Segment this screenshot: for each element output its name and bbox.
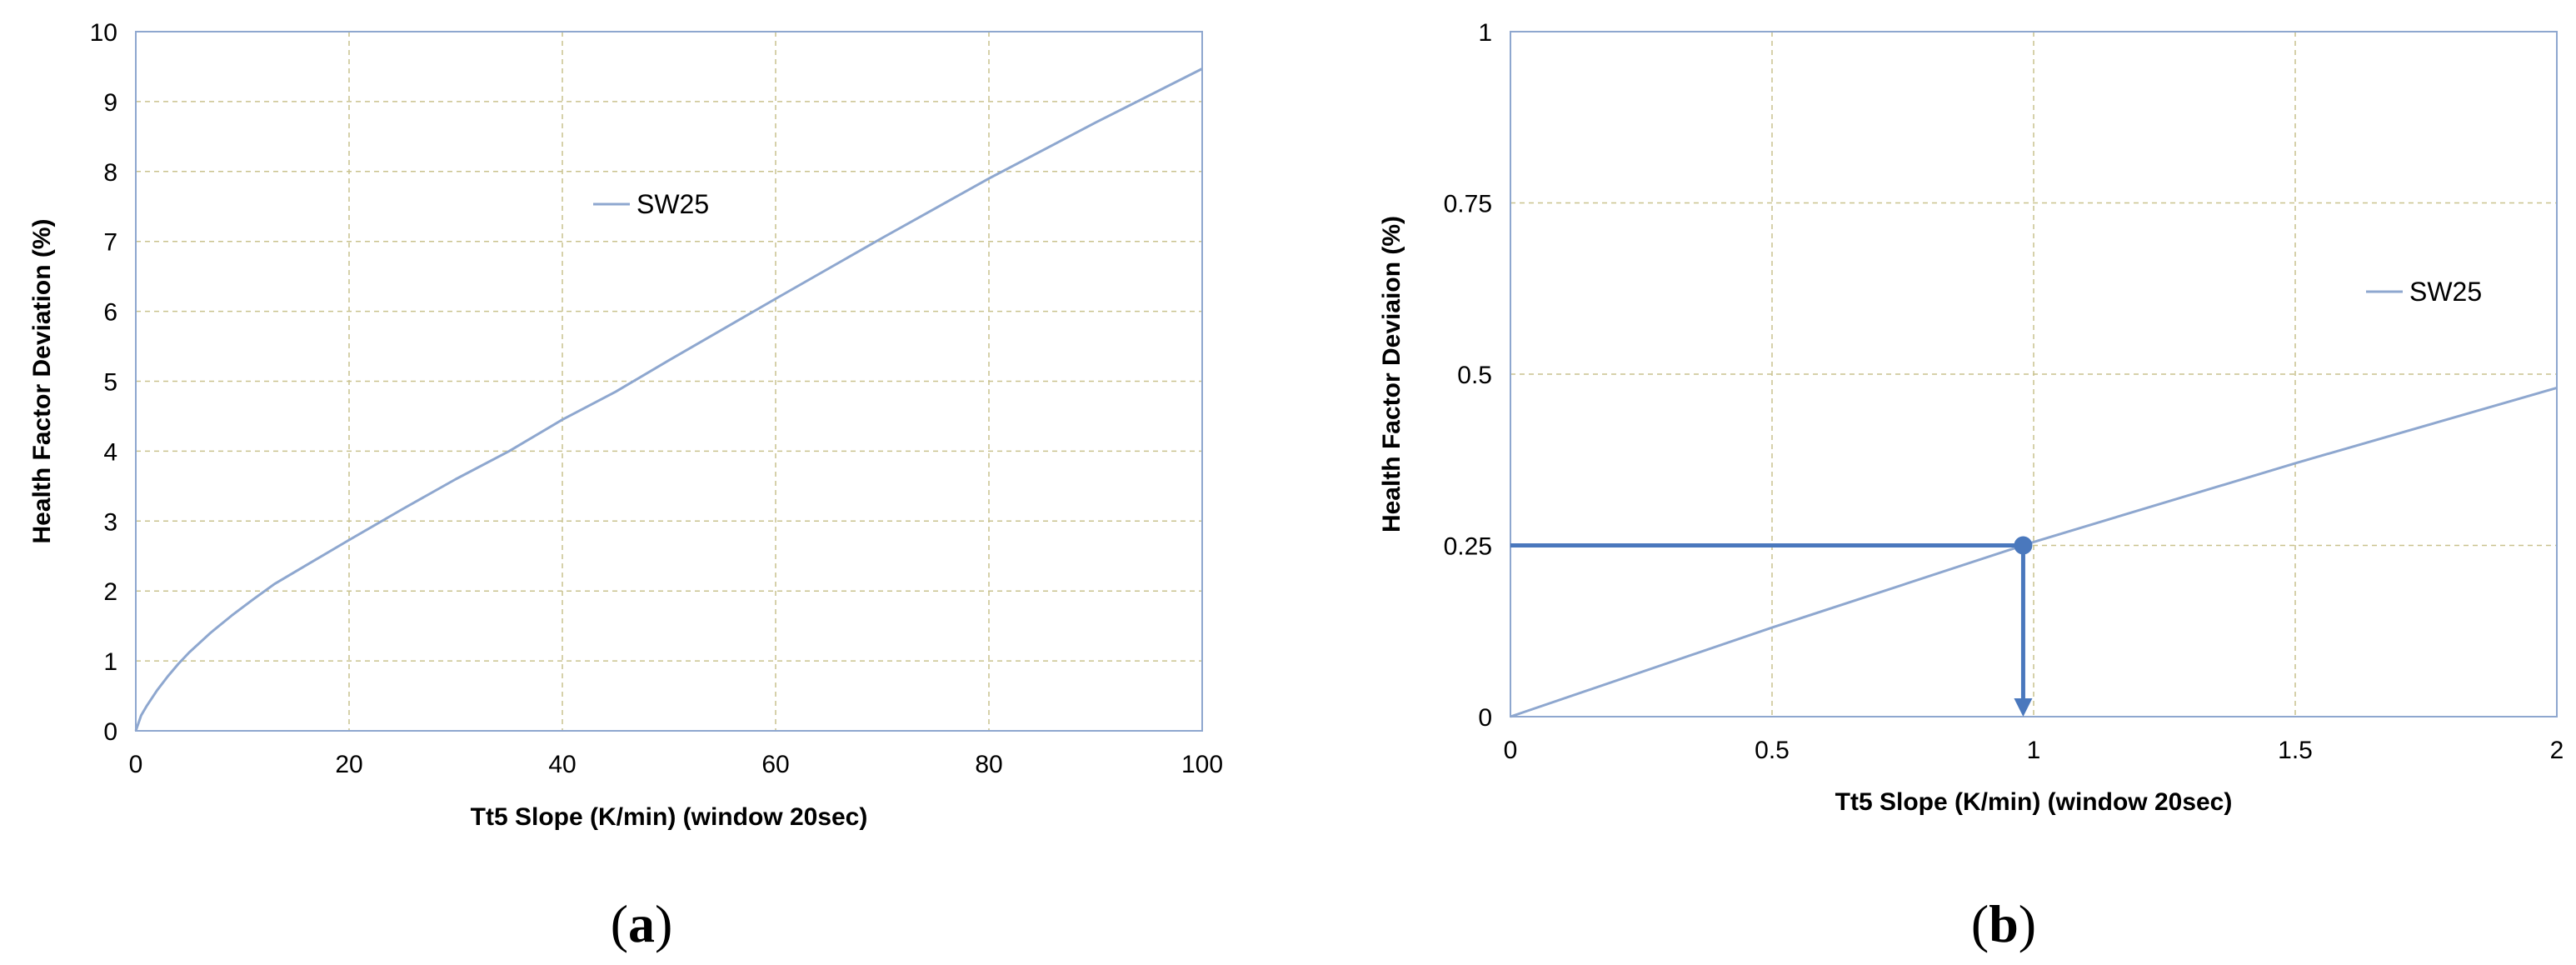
- chart-a-x-tick-label: 80: [975, 751, 1002, 778]
- chart-b-y-tick-label: 1: [1478, 19, 1492, 47]
- chart-a-x-tick-label: 40: [548, 751, 576, 778]
- chart-b-y-axis-title: Health Factor Deviaion (%): [1378, 216, 1405, 532]
- chart-b-x-tick-label: 1.5: [2278, 737, 2313, 764]
- chart-b-annotation-marker: [2014, 536, 2033, 555]
- chart-b-y-tick-label: 0.5: [1457, 362, 1492, 389]
- chart-a-y-tick-label: 3: [103, 508, 117, 536]
- chart-b-legend-label: SW25: [2409, 277, 2482, 307]
- chart-b-x-axis-title: Tt5 Slope (K/min) (window 20sec): [1835, 788, 2233, 816]
- chart-a-x-tick-label: 100: [1181, 751, 1223, 778]
- chart-a-x-tick-label: 20: [335, 751, 362, 778]
- chart-a-y-tick-label: 6: [103, 299, 117, 327]
- chart-a-y-tick-label: 0: [103, 718, 117, 746]
- chart-b-y-tick-label: 0.75: [1444, 191, 1492, 218]
- chart-b-x-tick-label: 0: [1504, 737, 1518, 764]
- chart-b-x-tick-label: 2: [2550, 737, 2564, 764]
- chart-b-gridlines: [1510, 32, 2557, 717]
- chart-a-y-tick-label: 7: [103, 229, 117, 257]
- chart-a-legend: SW25: [593, 189, 709, 219]
- chart-a-y-tick-label: 2: [103, 578, 117, 606]
- chart-b-x-tick-label: 1: [2027, 737, 2041, 764]
- chart-a-y-tick-label: 9: [103, 89, 117, 117]
- panel-label-a-letter: a: [628, 894, 655, 953]
- chart-panel-b: 0 0.5 1 1.5 2 0 0.25 0.5 0.75 1 SW25 Tt5 Slope (…: [1378, 19, 2564, 953]
- chart-a-series-line-sw25: [134, 68, 1203, 732]
- chart-b-legend: SW25: [2366, 277, 2482, 307]
- chart-a-y-tick-labels: 0 1 2 3 4 5 6 7 8 9 10: [90, 19, 117, 746]
- chart-a-y-tick-label: 8: [103, 159, 117, 187]
- chart-a-x-tick-label: 60: [761, 751, 789, 778]
- chart-b-y-tick-labels: 0 0.25 0.5 0.75 1: [1444, 19, 1492, 732]
- chart-a-x-axis-title: Tt5 Slope (K/min) (window 20sec): [471, 803, 868, 831]
- chart-a-y-tick-label: 4: [103, 438, 117, 466]
- chart-a-y-tick-label: 1: [103, 648, 117, 676]
- chart-b-series-line-sw25: [1510, 386, 2558, 718]
- chart-a-y-tick-label: 10: [90, 19, 117, 47]
- chart-b-annotation: [1510, 536, 2033, 717]
- chart-a-gridlines: [136, 32, 1202, 731]
- chart-a-legend-label: SW25: [637, 189, 709, 219]
- chart-a-y-axis-title: Health Factor Deviation (%): [28, 218, 56, 543]
- chart-b-x-tick-labels: 0 0.5 1 1.5 2: [1504, 737, 2564, 764]
- panel-label-b-letter: b: [1989, 894, 2019, 953]
- panel-label-b: (b): [1971, 894, 2036, 953]
- chart-a-y-tick-label: 5: [103, 369, 117, 397]
- chart-b-plot-frame: [1510, 31, 2558, 718]
- chart-a-x-tick-label: 0: [129, 751, 143, 778]
- panel-label-a: (a): [611, 894, 673, 953]
- chart-a-x-tick-labels: 0 20 40 60 80 100: [129, 751, 1223, 778]
- chart-b-x-tick-label: 0.5: [1755, 737, 1790, 764]
- chart-panel-a: 0 20 40 60 80 100 0 1 2 3 4 5 6 7 8 9 10 SW25 Tt5 Slope…: [28, 19, 1223, 953]
- chart-a-plot-frame: [135, 31, 1203, 732]
- chart-b-y-tick-label: 0.25: [1444, 533, 1492, 561]
- chart-b-y-tick-label: 0: [1478, 704, 1492, 732]
- chart-b-annotation-arrowhead: [2014, 698, 2033, 717]
